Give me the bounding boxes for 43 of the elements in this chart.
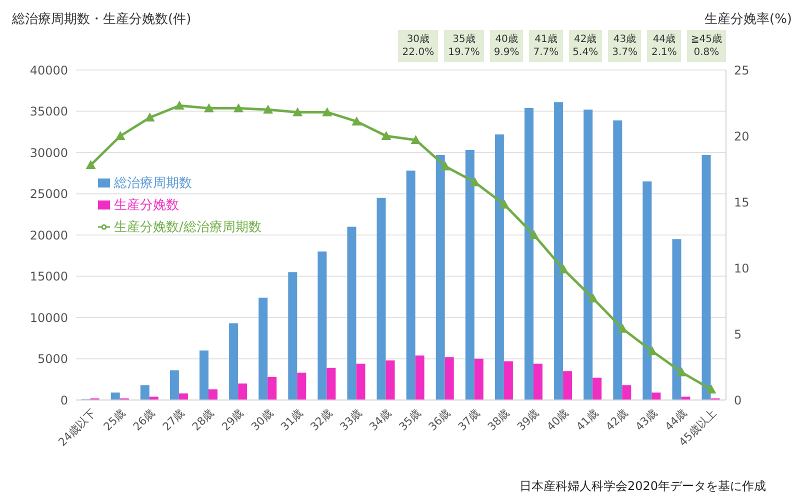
y-tick-label: 25000 xyxy=(30,187,68,202)
x-tick-label: 31歳 xyxy=(278,406,306,434)
y2-tick-label: 10 xyxy=(734,261,750,276)
y2-tick-label: 0 xyxy=(734,393,742,408)
text: 日本産科婦人科学会2020年データを基に作成 xyxy=(519,478,766,495)
legend-label: 総治療周期数 xyxy=(114,176,192,191)
x-tick-label: 43歳 xyxy=(632,406,660,434)
legend-label: 生産分娩数/総治療周期数 xyxy=(114,220,262,235)
note-row: 30歳 22.0% 35歳 19.7% 40歳 9.9% 41歳 7.7% 42歳 5.4% 43歳 3.7% 44歳 2.1% ≧45歳 0.8% xyxy=(398,30,726,62)
x-tick-label: 30歳 xyxy=(248,406,276,434)
x-tick-label: 36歳 xyxy=(426,406,453,434)
y-tick-label: 35000 xyxy=(30,104,68,119)
x-tick-label: 44歳 xyxy=(662,406,690,434)
y-tick-label: 0 xyxy=(60,393,68,408)
y-axis-title: 総治療周期数・生産分娩数(件) xyxy=(12,11,192,28)
x-tick-label: 26歳 xyxy=(130,406,158,434)
x-tick-label: 34歳 xyxy=(367,406,394,434)
legend-label: 生産分娩数 xyxy=(114,198,179,213)
y-tick-label: 5000 xyxy=(37,352,68,366)
x-tick-label: 24歳以下 xyxy=(56,406,98,449)
y2-tick-label: 5 xyxy=(734,327,742,342)
x-tick-label: 40歳 xyxy=(544,406,572,434)
y-tick-label: 40000 xyxy=(30,63,68,78)
x-tick-label: 28歳 xyxy=(190,406,217,434)
x-tick-label: 42歳 xyxy=(603,406,630,434)
x-tick-label: 38歳 xyxy=(485,406,512,434)
x-tick-label: 27歳 xyxy=(160,406,188,434)
y2-tick-label: 20 xyxy=(734,129,750,144)
x-tick-label: 39歳 xyxy=(514,406,542,434)
x-tick-label: 25歳 xyxy=(101,406,128,434)
x-tick-label: 32歳 xyxy=(308,406,335,434)
x-tick-label: 35歳 xyxy=(396,406,424,434)
y2-tick-label: 15 xyxy=(734,195,750,210)
x-tick-label: 29歳 xyxy=(219,406,246,434)
x-tick-label: 41歳 xyxy=(574,406,601,434)
y-tick-label: 10000 xyxy=(30,310,68,325)
y2-tick-label: 25 xyxy=(734,63,750,78)
y2-axis-title: 生産分娩率(%) xyxy=(704,11,792,28)
x-tick-label: 33歳 xyxy=(337,406,364,434)
y-tick-label: 15000 xyxy=(30,270,68,284)
x-tick-label: 37歳 xyxy=(456,406,483,434)
y-tick-label: 30000 xyxy=(30,146,68,160)
y-tick-label: 20000 xyxy=(30,228,68,242)
